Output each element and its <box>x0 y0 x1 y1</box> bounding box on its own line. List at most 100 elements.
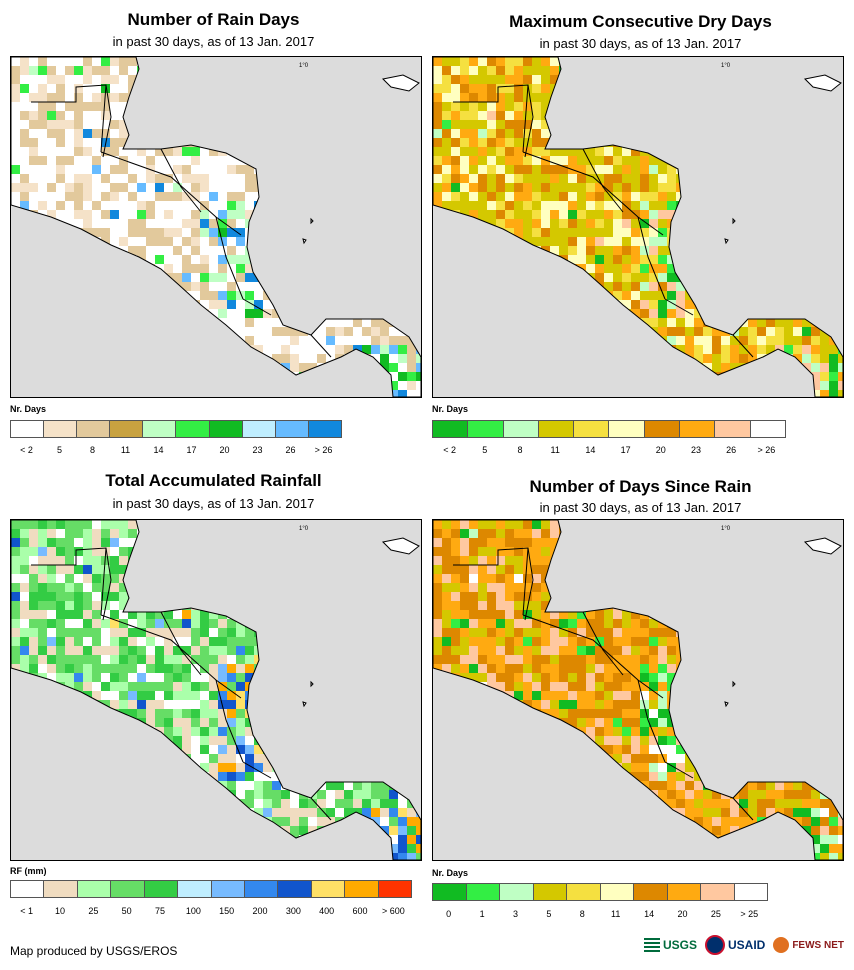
legend-swatch <box>467 884 501 900</box>
legend-label: 14 <box>644 909 654 919</box>
legend-label: > 25 <box>740 909 758 919</box>
panel-rain-days: Number of Rain Days in past 30 days, as … <box>0 0 427 485</box>
panel-title: Total Accumulated Rainfall <box>0 471 427 491</box>
legend-swatch <box>212 881 245 897</box>
legend-labels: < 2 5 8 11 14 17 20 23 26 > 26 <box>10 445 340 457</box>
legend-label: 17 <box>186 445 196 455</box>
map-canvas: 1°0 <box>433 57 843 397</box>
legend-swatch <box>379 881 411 897</box>
legend-swatch <box>143 421 176 437</box>
panel-title: Number of Days Since Rain <box>427 477 854 497</box>
map-canvas: 1°0 <box>11 520 421 860</box>
legend-label: 14 <box>153 445 163 455</box>
legend-swatch <box>44 881 77 897</box>
legend-label: 200 <box>252 906 267 916</box>
island <box>303 239 306 243</box>
fews-logo-text: FEWS NET <box>792 940 844 951</box>
legend-label: < 2 <box>443 445 456 455</box>
legend-label: 5 <box>482 445 487 455</box>
legend-label: 20 <box>677 909 687 919</box>
grid-cells <box>433 520 843 860</box>
legend-bar <box>432 883 768 901</box>
panel-days-since-rain: Number of Days Since Rain in past 30 day… <box>427 465 854 950</box>
panel-title: Number of Rain Days <box>0 10 427 30</box>
legend-label: 50 <box>122 906 132 916</box>
map-canvas: 1°0 <box>11 57 421 397</box>
legend-swatch <box>634 884 668 900</box>
scale-mark: 1°0 <box>299 63 309 69</box>
usgs-logo: USGS <box>644 938 697 952</box>
legend-swatch <box>468 421 503 437</box>
legend-bar <box>10 420 342 438</box>
legend-label: 300 <box>286 906 301 916</box>
legend-swatch <box>504 421 539 437</box>
panel-total-rainfall: Total Accumulated Rainfall in past 30 da… <box>0 465 427 950</box>
legend-swatch <box>574 421 609 437</box>
legend-label: 23 <box>691 445 701 455</box>
legend-swatch <box>312 881 345 897</box>
legend-label: 600 <box>352 906 367 916</box>
legend-title: Nr. Days <box>432 868 468 878</box>
panel-subtitle: in past 30 days, as of 13 Jan. 2017 <box>0 496 427 511</box>
panel-subtitle: in past 30 days, as of 13 Jan. 2017 <box>427 500 854 515</box>
legend-swatch <box>534 884 568 900</box>
legend-swatch <box>111 881 144 897</box>
legend-labels: < 1 10 25 50 75 100 150 200 300 400 600 > 600 <box>10 906 410 918</box>
legend-swatch <box>715 421 750 437</box>
legend-swatch <box>245 881 278 897</box>
legend-swatch <box>567 884 601 900</box>
island <box>383 75 419 91</box>
island <box>733 219 735 223</box>
legend-swatch <box>601 884 635 900</box>
legend-bar <box>432 420 786 438</box>
legend-label: 25 <box>88 906 98 916</box>
panel-subtitle: in past 30 days, as of 13 Jan. 2017 <box>0 34 427 49</box>
fews-globe-icon <box>773 937 789 953</box>
island <box>311 219 313 223</box>
panel-title: Maximum Consecutive Dry Days <box>427 12 854 32</box>
legend-label: 25 <box>711 909 721 919</box>
legend-label: 75 <box>155 906 165 916</box>
grid-cells <box>11 57 421 397</box>
legend-swatch <box>345 881 378 897</box>
credit-text: Map produced by USGS/EROS <box>10 944 177 958</box>
legend-swatch <box>44 421 77 437</box>
legend-label: 26 <box>726 445 736 455</box>
legend-label: 150 <box>219 906 234 916</box>
grid-cells <box>433 57 843 397</box>
legend-swatch <box>433 421 468 437</box>
legend-label: 5 <box>546 909 551 919</box>
legend-swatch <box>609 421 644 437</box>
map-max-dry-days: 1°0 <box>432 56 844 398</box>
legend-label: > 600 <box>382 906 405 916</box>
island <box>383 538 419 554</box>
island <box>733 682 735 686</box>
legend-swatch <box>735 884 768 900</box>
usaid-logo: USAID <box>705 935 765 955</box>
island <box>725 702 728 706</box>
logo-strip: USGS USAID FEWS NET <box>644 932 844 958</box>
legend-label: 5 <box>57 445 62 455</box>
legend-labels: 0 1 3 5 8 11 14 20 25 > 25 <box>432 909 766 921</box>
legend-swatch <box>680 421 715 437</box>
island <box>725 239 728 243</box>
legend-label: 11 <box>611 909 620 919</box>
legend-label: < 1 <box>20 906 33 916</box>
legend-bar <box>10 880 412 898</box>
legend-label: < 2 <box>20 445 33 455</box>
island <box>805 75 841 91</box>
fews-logo: FEWS NET <box>773 937 844 953</box>
legend-label: 11 <box>551 445 560 455</box>
legend-swatch <box>701 884 735 900</box>
legend-label: > 26 <box>758 445 776 455</box>
grid-cells <box>11 520 421 860</box>
legend-label: 8 <box>580 909 585 919</box>
legend-label: 8 <box>90 445 95 455</box>
legend-label: 20 <box>656 445 666 455</box>
island <box>311 682 313 686</box>
legend-label: 20 <box>219 445 229 455</box>
legend-swatch <box>309 421 341 437</box>
legend-swatch <box>110 421 143 437</box>
legend-label: 11 <box>121 445 130 455</box>
legend-label: 17 <box>621 445 631 455</box>
